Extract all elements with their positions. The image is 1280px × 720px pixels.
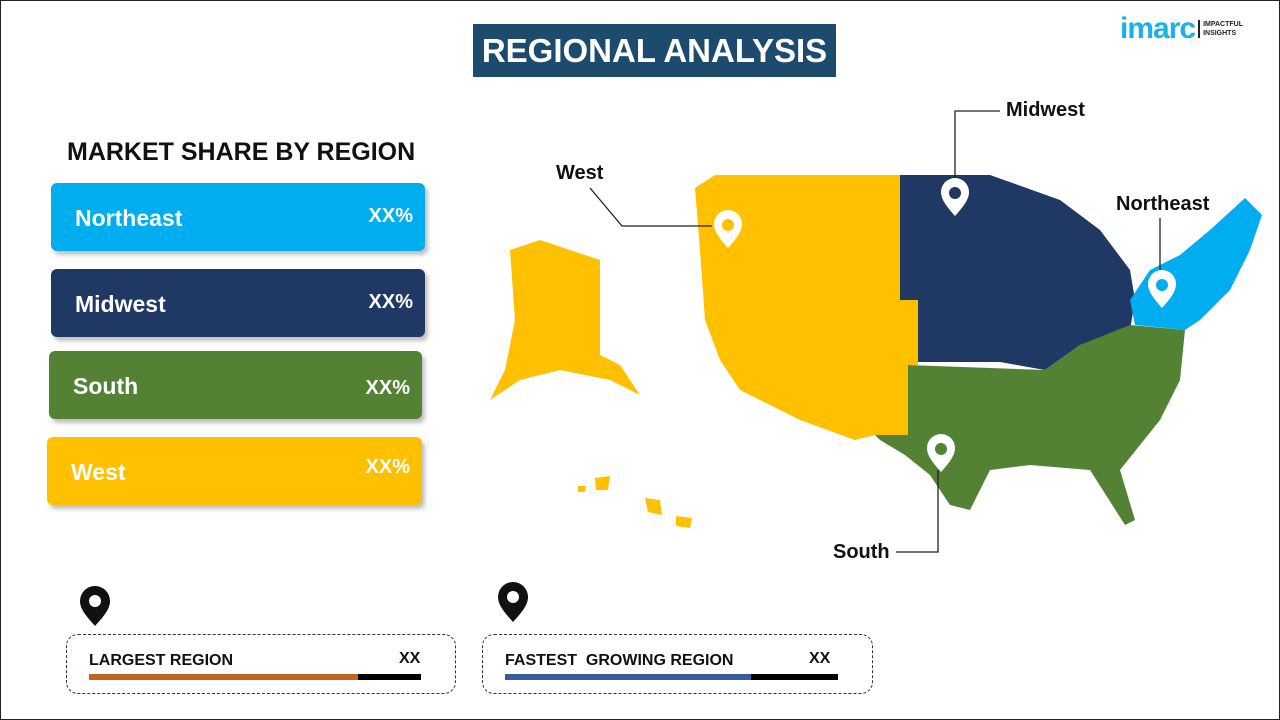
largest-region-box: LARGEST REGION XX	[66, 634, 456, 694]
map-pin-icon	[714, 178, 1176, 472]
page-title: REGIONAL ANALYSIS	[473, 24, 836, 77]
region-northeast	[1130, 198, 1262, 330]
largest-region-label: LARGEST REGION	[89, 652, 234, 669]
leader-lines	[589, 110, 1161, 553]
region-south	[875, 325, 1185, 525]
section-title: MARKET SHARE BY REGION	[67, 138, 416, 166]
imarc-logo: imarc IMPACTFUL INSIGHTS	[1120, 12, 1243, 46]
region-card-northeast: Northeast XX%	[51, 183, 425, 251]
fastest-growing-region-bar	[505, 674, 838, 680]
region-card-midwest: Midwest XX%	[51, 269, 425, 337]
hawaii	[595, 476, 610, 490]
fastest-growing-region-box: FASTEST GROWING REGION XX	[482, 634, 873, 694]
map-label-west: West	[556, 162, 604, 184]
map-label-south: South	[833, 541, 890, 563]
map-pin-icon	[80, 582, 528, 626]
map-label-northeast: Northeast	[1116, 193, 1210, 215]
region-midwest	[900, 175, 1135, 370]
logo-brand: imarc	[1120, 12, 1196, 45]
largest-region-bar	[89, 674, 421, 680]
region-card-south: South XX%	[49, 351, 422, 419]
region-card-west: West XX%	[47, 437, 422, 505]
region-west	[490, 175, 918, 528]
logo-tagline: IMPACTFUL INSIGHTS	[1198, 20, 1243, 38]
fastest-growing-region-label: FASTEST GROWING REGION	[505, 652, 734, 669]
fastest-growing-region-value: XX	[809, 650, 831, 667]
alaska	[490, 240, 640, 400]
map-label-midwest: Midwest	[1006, 99, 1085, 121]
largest-region-value: XX	[399, 650, 421, 667]
